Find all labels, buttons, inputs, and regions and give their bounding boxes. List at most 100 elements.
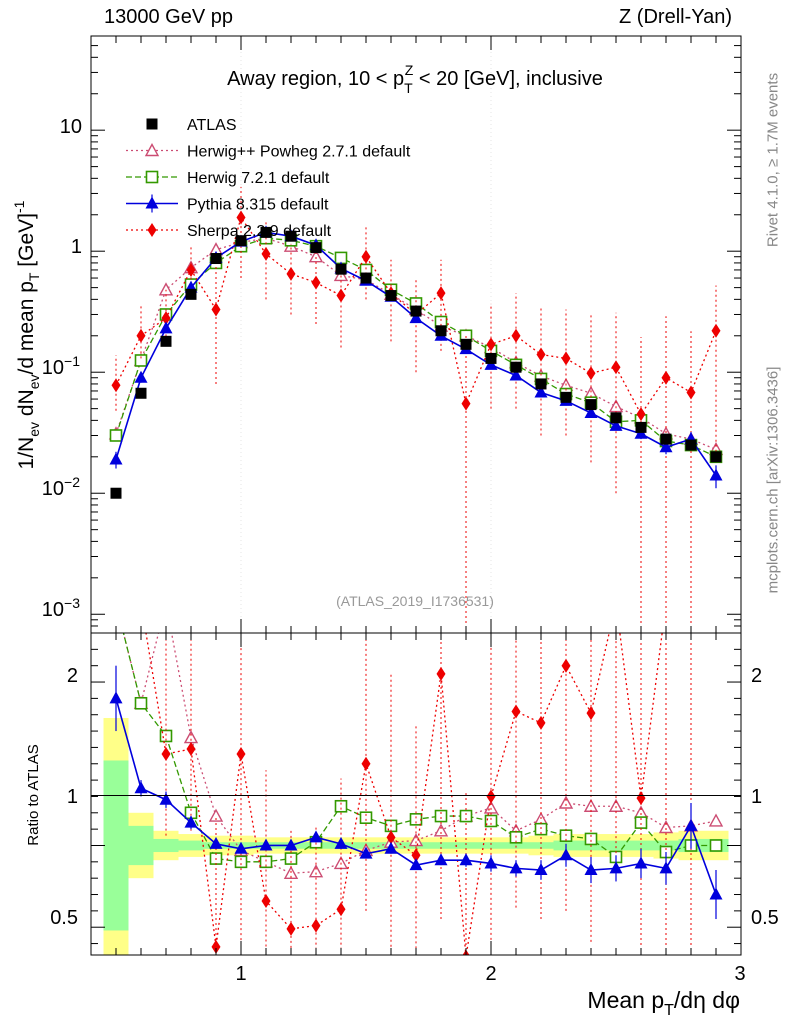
data-point: [109, 452, 123, 465]
ratio-point: [408, 833, 424, 847]
ratio-point: [436, 666, 446, 681]
legend-label: ATLAS: [187, 117, 237, 134]
ratio-tick-label-1-right: 1: [751, 786, 762, 808]
data-point: [360, 272, 372, 284]
ratio-point: [536, 715, 546, 730]
data-point: [534, 385, 548, 398]
data-point: [685, 439, 697, 451]
y-axis-label: 1/Nev dNev/d mean pT [GeV]-1: [11, 200, 42, 469]
ratio-band-stat-bin: [153, 838, 179, 853]
ratio-point: [634, 856, 648, 869]
data-point: [686, 385, 696, 400]
ratio-point: [308, 864, 324, 878]
ratio-point: [459, 809, 473, 823]
data-point: [185, 288, 197, 300]
data-point: [134, 370, 148, 383]
ratio-point: [284, 852, 298, 865]
data-point: [636, 407, 646, 422]
header-energy-label: 13000 GeV pp: [104, 6, 233, 28]
legend-item-pythia-8-315-default: Pythia 8.315 default: [126, 194, 329, 214]
ratio-band-stat-bin: [528, 842, 554, 849]
data-point: [509, 368, 523, 381]
data-point: [159, 321, 173, 334]
data-point: [560, 391, 572, 403]
data-point: [260, 226, 272, 238]
ratio-point: [586, 706, 596, 721]
data-point: [158, 282, 174, 296]
ratio-point: [484, 856, 498, 869]
data-point: [336, 288, 346, 303]
data-point: [711, 323, 721, 338]
ratio-point: [584, 863, 598, 876]
ratio-point: [334, 836, 348, 849]
ratio-herwig-7-2-1-default: [122, 633, 723, 869]
data-point: [160, 335, 172, 347]
legend-item-herwig-7-2-1-default: Herwig 7.2.1 default: [126, 170, 330, 187]
ratio-point: [709, 887, 723, 900]
legend-marker: [146, 118, 158, 130]
y-tick-label-0.1: 10−1: [42, 353, 80, 379]
data-point: [584, 406, 598, 419]
series-herwig-7-2-1-default: [109, 231, 723, 464]
data-point: [409, 311, 423, 324]
ratio-line: [145, 633, 663, 955]
data-point: [236, 210, 246, 225]
plot-title: Away region, 10 < pTZ < 20 [GeV], inclus…: [227, 62, 603, 96]
data-point: [709, 468, 723, 481]
legend-marker: [144, 143, 160, 157]
series-line: [115, 231, 717, 477]
data-point: [611, 360, 621, 375]
ratio-point: [511, 704, 521, 719]
legend-label: Herwig 7.2.1 default: [187, 170, 330, 187]
ratio-point: [708, 813, 724, 827]
x-tick-label-2: 2: [485, 963, 496, 985]
ratio-point: [486, 789, 496, 804]
data-point: [535, 378, 547, 390]
ratio-pythia-8-315-default: [109, 665, 723, 920]
ratio-point: [684, 818, 698, 831]
ratio-point: [411, 848, 421, 863]
ratio-tick-label-1-left: 1: [67, 786, 78, 808]
ratio-point: [211, 939, 221, 954]
ratio-point: [109, 691, 123, 704]
ratio-point: [309, 830, 323, 843]
data-point: [285, 230, 297, 242]
data-point: [211, 302, 221, 317]
data-point: [635, 421, 647, 433]
data-point: [333, 268, 349, 282]
ratio-point: [433, 823, 449, 837]
ratio-point: [659, 861, 673, 874]
ratio-point: [561, 658, 571, 673]
data-point: [110, 487, 122, 499]
ratio-point: [259, 838, 273, 851]
data-point: [585, 399, 597, 411]
ratio-band-stat-bin: [178, 840, 204, 851]
ratio-band-stat-bin: [603, 840, 629, 851]
data-point: [511, 328, 521, 343]
legend-label: Herwig++ Powheg 2.7.1 default: [187, 144, 411, 161]
ratio-point: [134, 696, 148, 710]
data-point: [461, 396, 471, 411]
ratio-point: [361, 756, 371, 771]
data-point: [210, 253, 222, 265]
ratio-band-stat-bin: [628, 840, 654, 851]
x-axis-label: Mean pT/dη dφ: [587, 987, 740, 1019]
ratio-point: [234, 841, 248, 854]
data-point: [335, 263, 347, 275]
data-point: [361, 249, 371, 264]
series-sherpa-2-2-9-default: [111, 186, 721, 633]
data-point: [710, 451, 722, 463]
legend-item-herwig-powheg-2-7-1-default: Herwig++ Powheg 2.7.1 default: [126, 143, 411, 161]
ratio-point: [234, 855, 248, 869]
ratio-point: [609, 861, 623, 874]
data-point: [536, 347, 546, 362]
series-atlas: [110, 226, 722, 499]
data-point: [485, 352, 497, 364]
ratio-point: [459, 853, 473, 866]
data-point: [136, 328, 146, 343]
ratio-tick-label-2-left: 2: [67, 665, 78, 687]
ratio-tick-label-2-right: 2: [751, 665, 762, 687]
ratio-plot-series: [109, 633, 724, 955]
ratio-point: [336, 902, 346, 917]
